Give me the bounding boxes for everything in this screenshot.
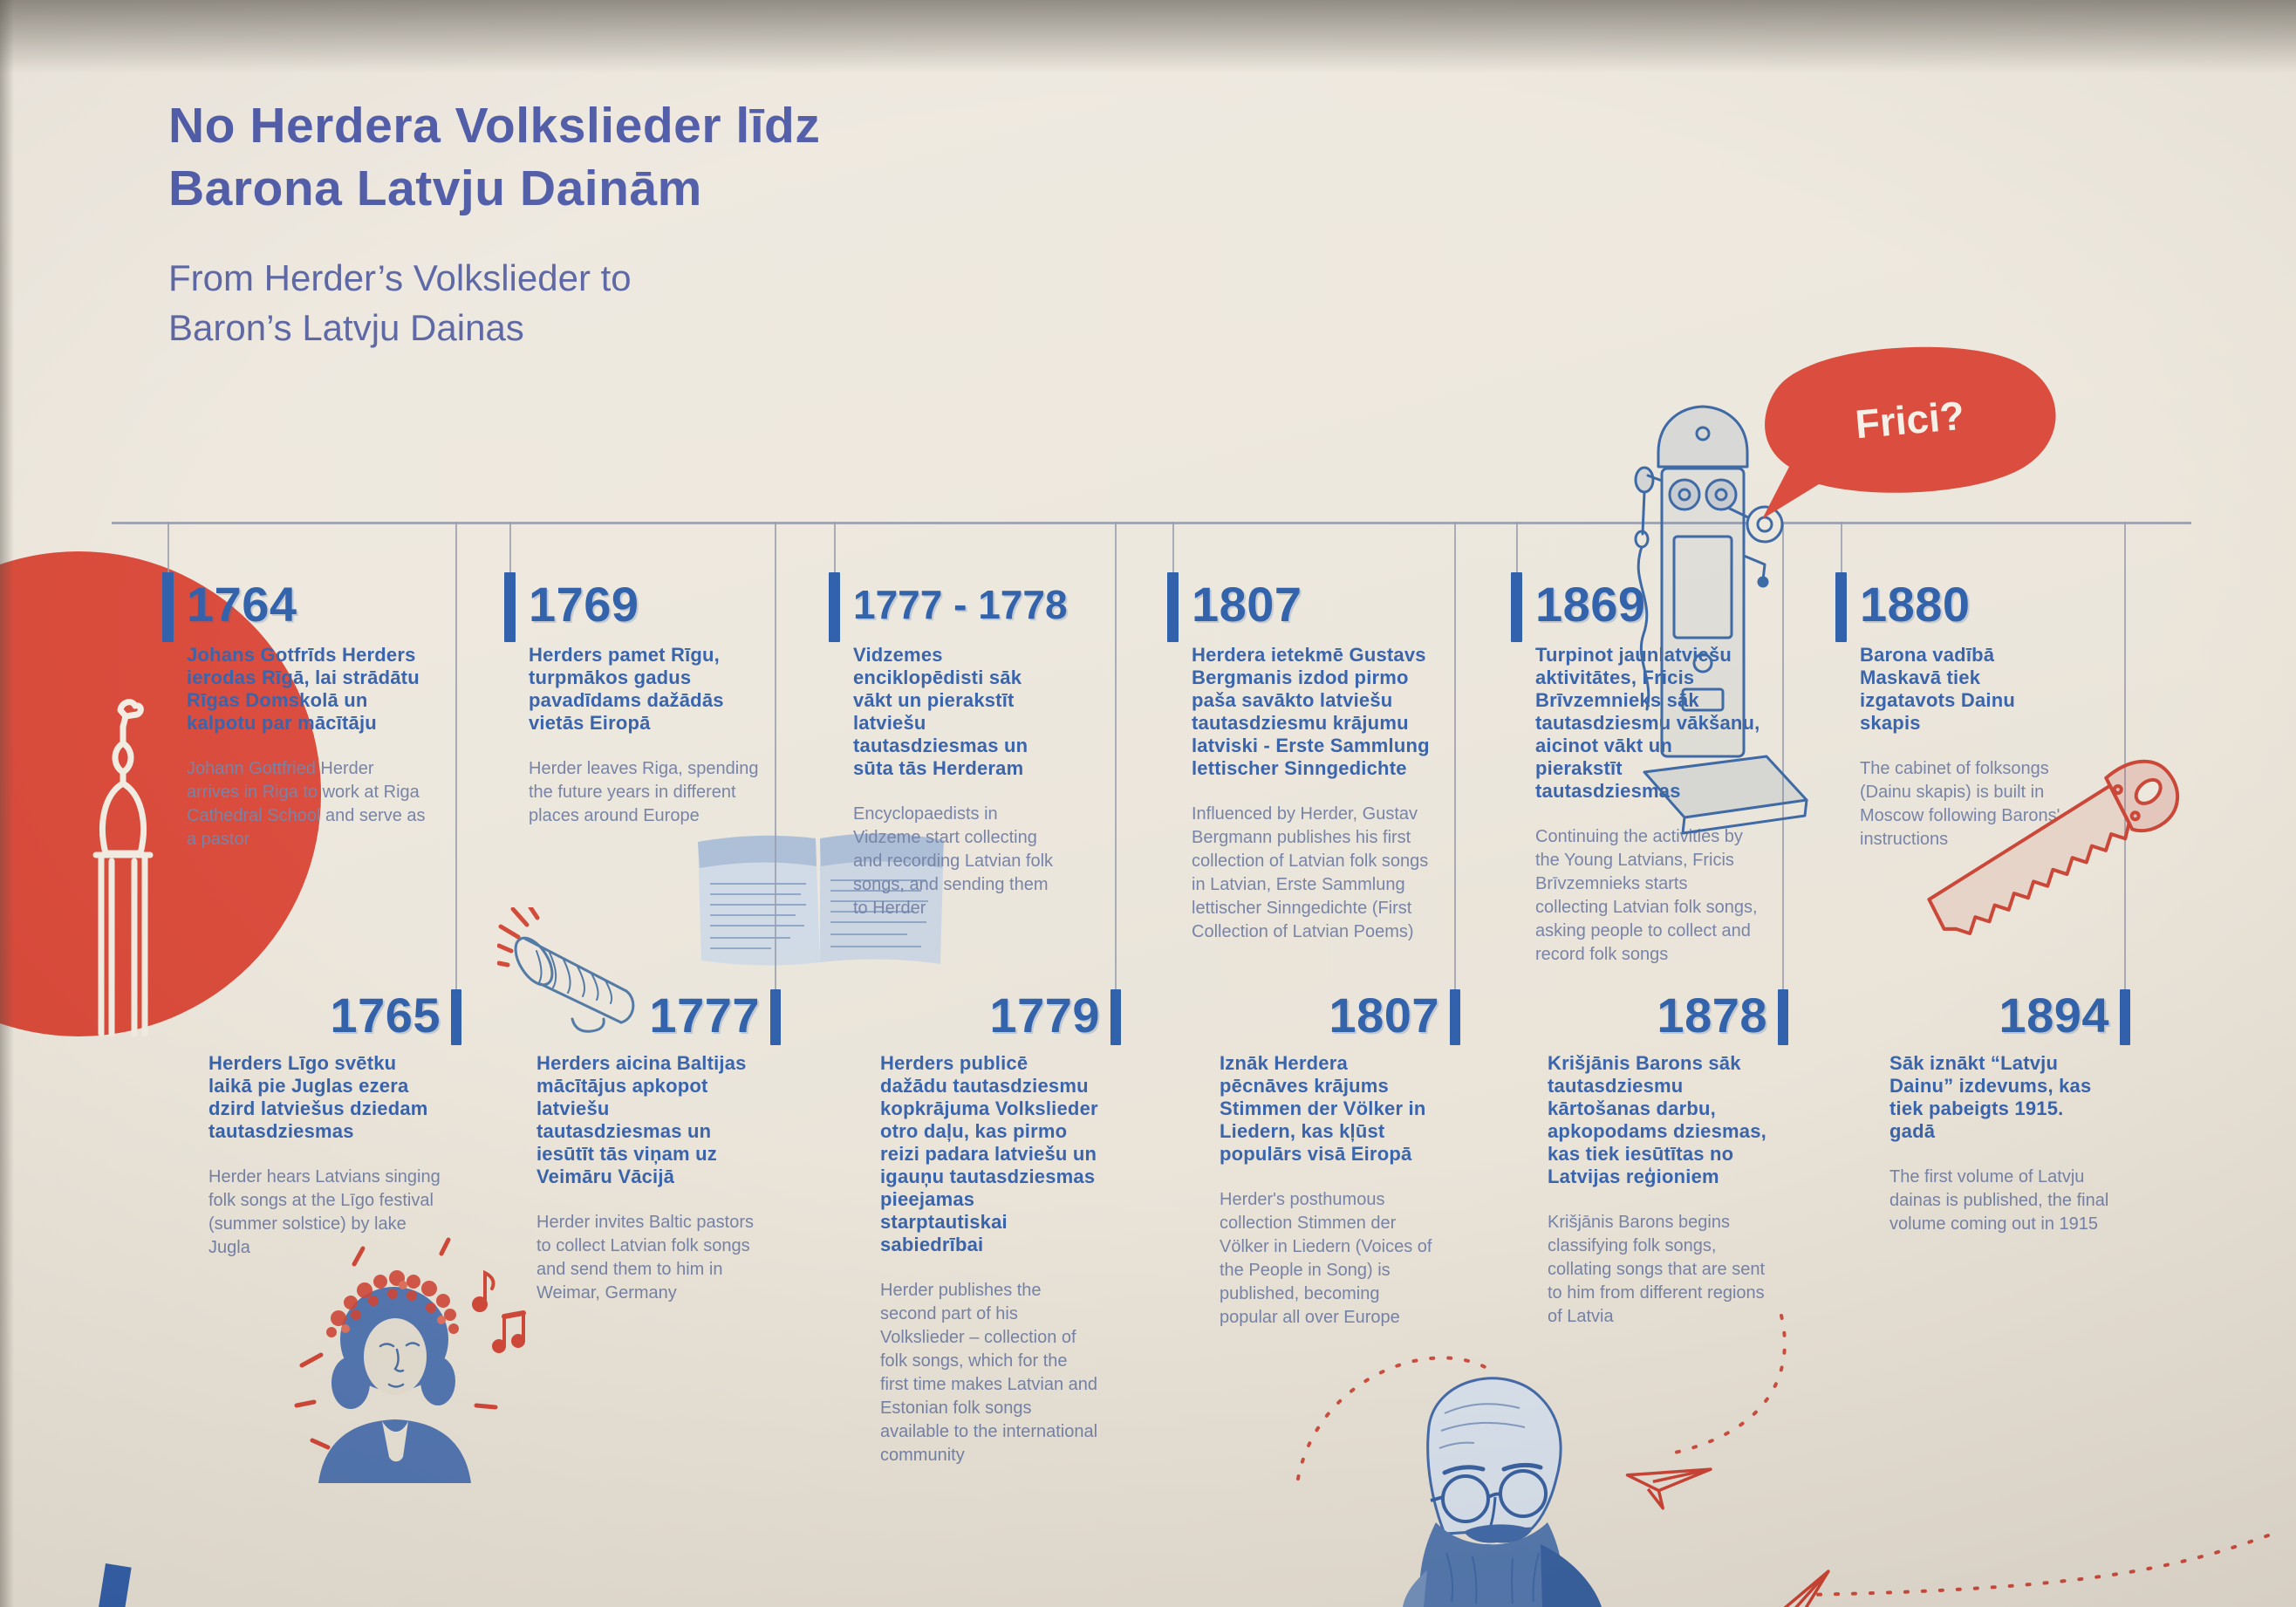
year-marker-bar: [1167, 572, 1179, 642]
year-marker-bar: [829, 572, 840, 642]
timeline-event-1777-bottom: 1777 Herders aicina Baltijas mācītājus a…: [536, 989, 760, 1305]
timeline-tick: [2124, 522, 2126, 989]
event-text-english: Herder hears Latvians singing folk songs…: [208, 1167, 441, 1257]
event-text-english: The cabinet of folksongs (Dainu skapis) …: [1860, 759, 2060, 849]
event-year: 1807: [1192, 577, 1302, 632]
year-marker-bar: [1450, 989, 1460, 1045]
page-subtitle-line2: Baron’s Latvju Dainas: [168, 307, 524, 348]
photo-top-shadow: [0, 0, 2296, 73]
timeline-event-1779: 1779 Herders publicē dažādu tautasdziesm…: [880, 989, 1100, 1467]
event-year: 1880: [1860, 577, 1971, 632]
page-subtitle-line1: From Herder’s Volkslieder to: [168, 257, 632, 298]
timeline-event-1769: 1769 Herders pamet Rīgu, turpmākos gadus…: [529, 576, 762, 828]
timeline-tick: [1454, 522, 1456, 989]
timeline-event-1880: 1880 Barona vadībā Maskavā tiek izgatavo…: [1860, 576, 2071, 851]
year-marker-bar: [451, 989, 461, 1045]
year-marker-bar: [770, 989, 781, 1045]
event-text-english: The first volume of Latvju dainas is pub…: [1889, 1167, 2109, 1234]
timeline-event-1777-1778: 1777 - 1778 Vidzemes enciklopēdisti sāk …: [853, 576, 1068, 920]
timeline-event-1869: 1869 Turpinot jaunlatviešu aktivitātes, …: [1535, 576, 1764, 967]
page-title-line1: No Herdera Volkslieder līdz: [168, 98, 821, 154]
timeline-tick: [1782, 522, 1784, 989]
year-marker-bar: [2120, 989, 2130, 1045]
event-text-latvian: Herders publicē dažādu tautasdziesmu kop…: [880, 1052, 1098, 1255]
event-text-english: Krišjānis Barons begins classifying folk…: [1548, 1213, 1766, 1326]
red-dash-accents: [294, 1237, 498, 1450]
event-text-latvian: Herders pamet Rīgu, turpmākos gadus pava…: [529, 644, 724, 734]
timeline-event-1807-bottom: 1807 Iznāk Herdera pēcnāves krājums Stim…: [1220, 989, 1439, 1330]
event-text-english: Herder's posthumous collection Stimmen d…: [1220, 1190, 1432, 1327]
event-text-latvian: Vidzemes enciklopēdisti sāk vākt un pier…: [853, 644, 1028, 779]
event-year: 1869: [1535, 577, 1646, 632]
clipped-blue-mark: [97, 1563, 132, 1607]
year-marker-bar: [1110, 989, 1121, 1045]
flight-path-dashes: [1296, 1314, 2270, 1597]
event-text-english: Herder invites Baltic pastors to collect…: [536, 1213, 754, 1303]
speech-bubble: Frici?: [1762, 346, 2056, 519]
event-year: 1878: [1657, 988, 1767, 1043]
event-text-latvian: Sāk iznākt “Latvju Dainu” izdevums, kas …: [1889, 1052, 2092, 1142]
event-text-latvian: Krišjānis Barons sāk tautasdziesmu kārto…: [1548, 1052, 1766, 1187]
timeline-tick: [1516, 522, 1518, 572]
herder-portrait-icon: [294, 1237, 526, 1483]
year-marker-bar: [504, 572, 516, 642]
event-text-latvian: Iznāk Herdera pēcnāves krājums Stimmen d…: [1220, 1052, 1426, 1165]
megaphone-icon: [497, 907, 635, 1033]
timeline-tick: [1841, 522, 1842, 572]
timeline-tick: [1172, 522, 1174, 572]
timeline-tick: [1115, 522, 1117, 989]
event-text-latvian: Johans Gotfrīds Herders ierodas Rīgā, la…: [187, 644, 420, 734]
timeline-event-1765: 1765 Herders Līgo svētku laikā pie Jugla…: [208, 989, 441, 1260]
speech-bubble-shape: [1762, 346, 2056, 519]
timeline-tick: [455, 522, 457, 989]
event-text-english: Johann Gottfried Herder arrives in Riga …: [187, 759, 426, 849]
event-year: 1807: [1329, 988, 1439, 1043]
event-text-english: Herder publishes the second part of his …: [880, 1281, 1098, 1465]
timeline-tick: [834, 522, 836, 572]
event-text-english: Continuing the activities by the Young L…: [1535, 827, 1758, 964]
timeline-axis: [112, 522, 2191, 524]
paper-plane-icon: [1762, 1569, 1830, 1607]
timeline-event-1878: 1878 Krišjānis Barons sāk tautasdziesmu …: [1548, 989, 1767, 1329]
handsaw-icon: [1927, 759, 2180, 935]
event-year: 1777 - 1778: [853, 582, 1068, 627]
event-text-latvian: Herders Līgo svētku laikā pie Juglas eze…: [208, 1052, 428, 1142]
wall-telephone-icon: [1634, 405, 1808, 835]
event-text-english: Herder leaves Riga, spending the future …: [529, 759, 759, 825]
page-title-line2: Barona Latvju Dainām: [168, 161, 702, 216]
year-marker-bar: [1511, 572, 1522, 642]
manuscript-icon: [698, 833, 944, 966]
event-year: 1777: [649, 988, 760, 1043]
timeline-event-1764: 1764 Johans Gotfrīds Herders ierodas Rīg…: [187, 576, 429, 851]
paper-planes-icon: [1296, 1314, 2270, 1607]
event-text-english: Encyclopaedists in Vidzeme start collect…: [853, 804, 1054, 918]
event-year: 1894: [1999, 988, 2109, 1043]
year-marker-bar: [1778, 989, 1788, 1045]
timeline-event-1894: 1894 Sāk iznākt “Latvju Dainu” izdevums,…: [1889, 989, 2109, 1236]
timeline-tick: [509, 522, 511, 572]
event-text-latvian: Herders aicina Baltijas mācītājus apkopo…: [536, 1052, 747, 1187]
timeline-tick: [167, 522, 169, 572]
barons-portrait-icon: [1403, 1377, 1602, 1607]
event-text-latvian: Barona vadībā Maskavā tiek izgatavots Da…: [1860, 644, 2016, 734]
paper-plane-icon: [1625, 1467, 1712, 1510]
event-text-latvian: Turpinot jaunlatviešu aktivitātes, Frici…: [1535, 644, 1760, 802]
event-year: 1779: [989, 988, 1100, 1043]
event-year: 1765: [330, 988, 441, 1043]
year-marker-bar: [1835, 572, 1847, 642]
event-text-latvian: Herdera ietekmē Gustavs Bergmanis izdod …: [1192, 644, 1430, 779]
timeline-tick: [775, 522, 776, 989]
panel-header: No Herdera Volkslieder līdz Barona Latvj…: [168, 94, 820, 352]
event-year: 1769: [529, 577, 639, 632]
riga-cathedral-tower-icon: [92, 699, 154, 1037]
event-text-english: Influenced by Herder, Gustav Bergmann pu…: [1192, 804, 1429, 941]
event-year: 1764: [187, 577, 297, 632]
timeline-event-1807-top: 1807 Herdera ietekmē Gustavs Bergmanis i…: [1192, 576, 1446, 944]
year-marker-bar: [162, 572, 174, 642]
music-notes-icon: [472, 1269, 526, 1353]
speech-bubble-text: Frici?: [1854, 393, 1966, 448]
